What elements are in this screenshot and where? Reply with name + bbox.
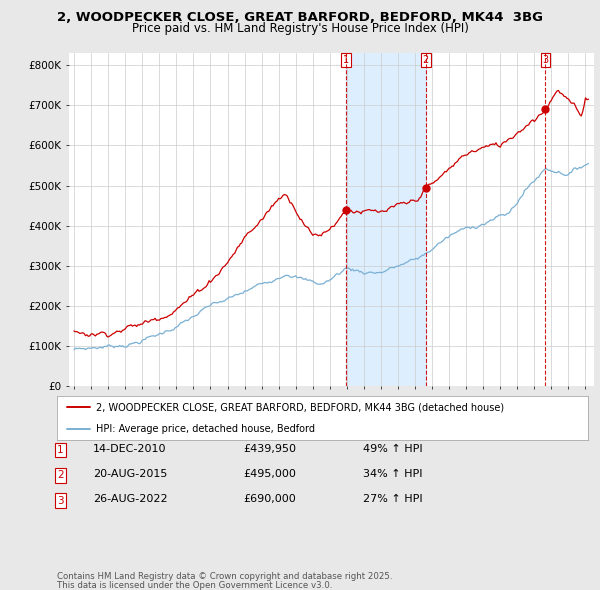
Text: This data is licensed under the Open Government Licence v3.0.: This data is licensed under the Open Gov… bbox=[57, 581, 332, 590]
Text: 1: 1 bbox=[57, 445, 64, 455]
Text: 2, WOODPECKER CLOSE, GREAT BARFORD, BEDFORD, MK44  3BG: 2, WOODPECKER CLOSE, GREAT BARFORD, BEDF… bbox=[57, 11, 543, 24]
Bar bbox=[346, 53, 426, 386]
Text: 1: 1 bbox=[343, 55, 349, 65]
Text: Price paid vs. HM Land Registry's House Price Index (HPI): Price paid vs. HM Land Registry's House … bbox=[131, 22, 469, 35]
Text: 20-AUG-2015: 20-AUG-2015 bbox=[93, 469, 167, 479]
Text: 2, WOODPECKER CLOSE, GREAT BARFORD, BEDFORD, MK44 3BG (detached house): 2, WOODPECKER CLOSE, GREAT BARFORD, BEDF… bbox=[96, 402, 504, 412]
Text: Contains HM Land Registry data © Crown copyright and database right 2025.: Contains HM Land Registry data © Crown c… bbox=[57, 572, 392, 581]
Text: 3: 3 bbox=[57, 496, 64, 506]
Text: 27% ↑ HPI: 27% ↑ HPI bbox=[363, 494, 422, 504]
Text: £495,000: £495,000 bbox=[243, 469, 296, 479]
Text: HPI: Average price, detached house, Bedford: HPI: Average price, detached house, Bedf… bbox=[96, 424, 315, 434]
Text: 14-DEC-2010: 14-DEC-2010 bbox=[93, 444, 167, 454]
Text: 2: 2 bbox=[422, 55, 429, 65]
Text: 26-AUG-2022: 26-AUG-2022 bbox=[93, 494, 167, 504]
Text: £439,950: £439,950 bbox=[243, 444, 296, 454]
Text: 3: 3 bbox=[542, 55, 548, 65]
Text: 2: 2 bbox=[57, 470, 64, 480]
Text: £690,000: £690,000 bbox=[243, 494, 296, 504]
Text: 34% ↑ HPI: 34% ↑ HPI bbox=[363, 469, 422, 479]
Text: 49% ↑ HPI: 49% ↑ HPI bbox=[363, 444, 422, 454]
